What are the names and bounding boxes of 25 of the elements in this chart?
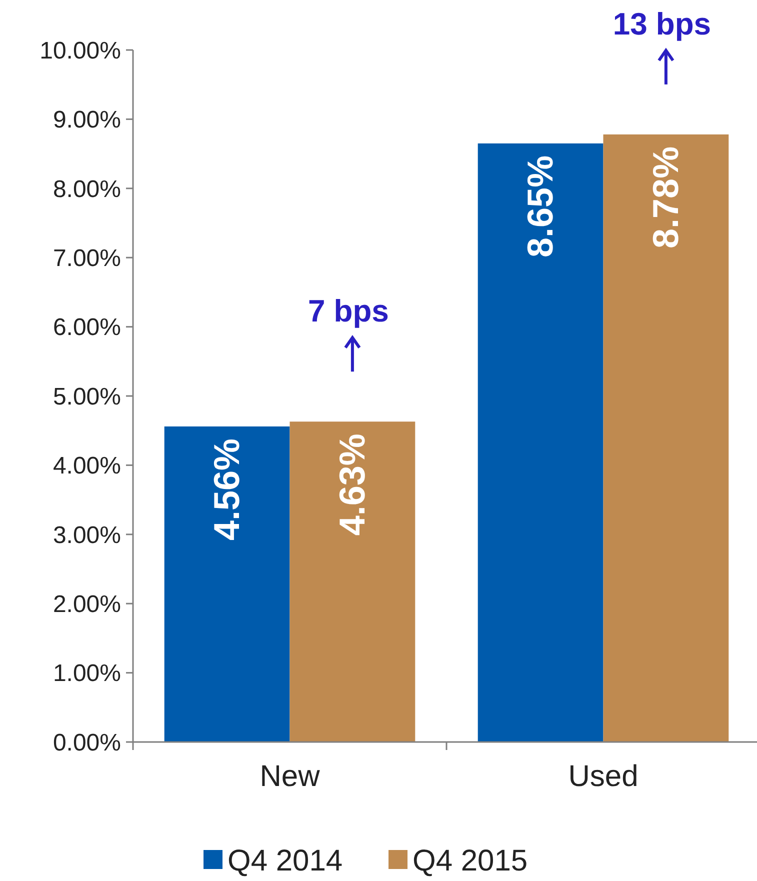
legend-label: Q4 2015 [412,844,528,878]
y-tick-label: 5.00% [52,383,121,410]
bar [164,426,290,742]
y-tick-label: 6.00% [52,314,121,342]
y-tick-label: 0.00% [52,729,121,756]
text: 13 bps [612,6,712,42]
y-tick-label: 2.00% [52,591,121,618]
y-tick-label: 9.00% [52,106,121,134]
y-tick-label: 4.00% [52,452,121,480]
y-tick-label: 3.00% [52,522,121,549]
data-label: 4.63% [331,434,372,536]
data-label: 8.78% [644,146,686,248]
y-tick-label: 7.00% [52,245,121,272]
y-tick-label: 1.00% [52,660,121,688]
data-label: 8.65% [520,155,561,258]
data-label: 4.56% [206,438,248,541]
bar [478,143,604,742]
y-tick-label: 8.00% [52,176,121,203]
annotation: 7 bps [308,294,389,329]
y-tick-label: 10.00% [40,37,121,64]
bar [603,134,729,742]
bar [290,422,416,742]
legend-label: Q4 2014 [228,844,343,878]
x-tick-label: New [260,760,320,793]
x-tick-label: Used [568,760,638,793]
